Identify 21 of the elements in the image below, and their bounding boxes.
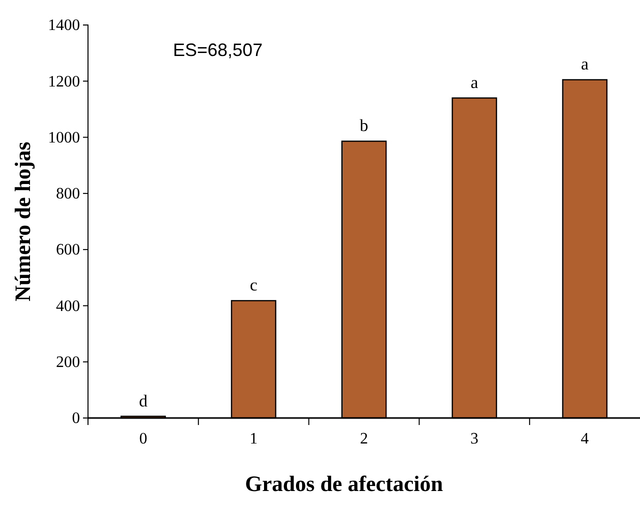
annotation: b xyxy=(360,116,368,136)
y-tick-label: 800 xyxy=(56,186,80,203)
x-tick-label: 1 xyxy=(250,430,258,448)
y-tick-label: 1200 xyxy=(48,73,80,90)
x-tick-label: 4 xyxy=(580,430,589,448)
y-tick-label: 1400 xyxy=(48,17,80,34)
x-tick-label: 2 xyxy=(360,430,368,448)
x-axis-title: Grados de afectación xyxy=(245,471,443,496)
y-tick-label: 1000 xyxy=(48,129,80,146)
y-axis-title: Número de hojas xyxy=(10,141,35,302)
annotation: d xyxy=(138,391,148,410)
y-tick-label: 400 xyxy=(56,298,80,315)
annotation: c xyxy=(250,276,258,295)
annotation: ES=68,507 xyxy=(173,40,263,60)
x-tick-label: 3 xyxy=(470,430,478,448)
annotation: a xyxy=(470,72,479,92)
y-tick-label: 0 xyxy=(72,410,80,428)
x-tick-label: 0 xyxy=(139,430,148,448)
annotation: a xyxy=(581,54,590,74)
y-tick-label: 200 xyxy=(56,354,80,371)
y-tick-label: 600 xyxy=(56,242,80,259)
